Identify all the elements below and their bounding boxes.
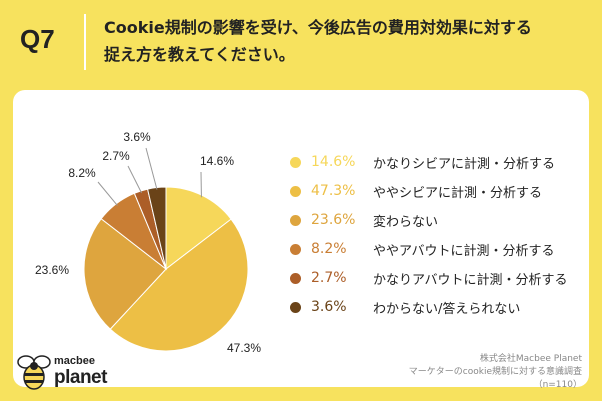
- bee-icon: [17, 355, 51, 390]
- legend-label: 変わらない: [373, 214, 439, 230]
- pie-value-label-5: 2.7%: [102, 149, 130, 163]
- header-divider: [84, 14, 86, 70]
- legend-item-6: 3.6% わからない/答えられない: [290, 297, 520, 317]
- source-company: 株式会社Macbee Planet: [479, 354, 582, 364]
- legend-label: ややシビアに計測・分析する: [373, 185, 543, 201]
- leader-line-5: [127, 165, 142, 194]
- logo-text-bottom: planet: [54, 367, 107, 388]
- legend-label: かなりシビアに計測・分析する: [373, 156, 556, 172]
- pie-value-label-1: 14.6%: [200, 154, 234, 168]
- question-number: Q7: [20, 24, 55, 54]
- legend-dot-icon: [290, 301, 301, 313]
- legend-label: ややアバウトに計測・分析する: [373, 243, 555, 259]
- legend-dot-icon: [290, 243, 301, 255]
- question-header: Q7 Cookie規制の影響を受け、今後広告の費用対効果に対する 捉え方を教えて…: [0, 0, 602, 82]
- question-title-line2: 捉え方を教えてください。: [104, 45, 295, 64]
- source-note: 株式会社Macbee Planet マーケターのcookie規制に対する意識調査…: [409, 353, 582, 392]
- leader-line-4: [97, 181, 118, 206]
- legend-item-5: 2.7% かなりアバウトに計測・分析する: [290, 268, 567, 288]
- question-title: Cookie規制の影響を受け、今後広告の費用対効果に対する 捉え方を教えてくださ…: [104, 14, 594, 68]
- legend-item-3: 23.6% 変わらない: [290, 210, 438, 230]
- legend-percent: 3.6%: [311, 299, 347, 315]
- legend-dot-icon: [290, 156, 301, 168]
- source-survey: マーケターのcookie規制に対する意識調査: [408, 367, 582, 377]
- source-sample: （n=110）: [533, 380, 582, 390]
- pie-value-label-4: 8.2%: [68, 166, 96, 180]
- logo-text-top: macbee: [54, 355, 95, 367]
- legend-percent: 47.3%: [311, 183, 356, 199]
- legend-percent: 8.2%: [311, 241, 347, 257]
- pie-slice-2: [109, 218, 249, 352]
- pie-value-label-2: 47.3%: [227, 341, 261, 355]
- legend-item-4: 8.2% ややアバウトに計測・分析する: [290, 239, 554, 259]
- pie-value-label-3: 23.6%: [35, 263, 69, 277]
- legend-dot-icon: [290, 185, 301, 197]
- pie-slices: [83, 186, 249, 352]
- pie-value-label-6: 3.6%: [123, 130, 151, 144]
- legend-dot-icon: [290, 272, 301, 284]
- legend-item-2: 47.3% ややシビアに計測・分析する: [290, 181, 542, 201]
- pie-slice-1: [165, 186, 232, 271]
- legend-label: かなりアバウトに計測・分析する: [373, 272, 568, 288]
- macbee-planet-logo: macbee planet: [16, 353, 136, 393]
- pie-value-labels: 14.6% 47.3% 23.6% 8.2% 2.7% 3.6%: [35, 130, 261, 355]
- legend-percent: 23.6%: [311, 212, 356, 228]
- pie-leader-lines: [97, 147, 202, 206]
- legend-percent: 14.6%: [311, 154, 356, 170]
- leader-line-6: [145, 147, 158, 190]
- question-title-line1: Cookie規制の影響を受け、今後広告の費用対効果に対する: [104, 18, 532, 37]
- legend-item-1: 14.6% かなりシビアに計測・分析する: [290, 152, 555, 172]
- legend-label: わからない/答えられない: [373, 301, 521, 317]
- legend-percent: 2.7%: [311, 270, 347, 286]
- legend-dot-icon: [290, 214, 301, 226]
- pie-slice-3: [83, 218, 167, 330]
